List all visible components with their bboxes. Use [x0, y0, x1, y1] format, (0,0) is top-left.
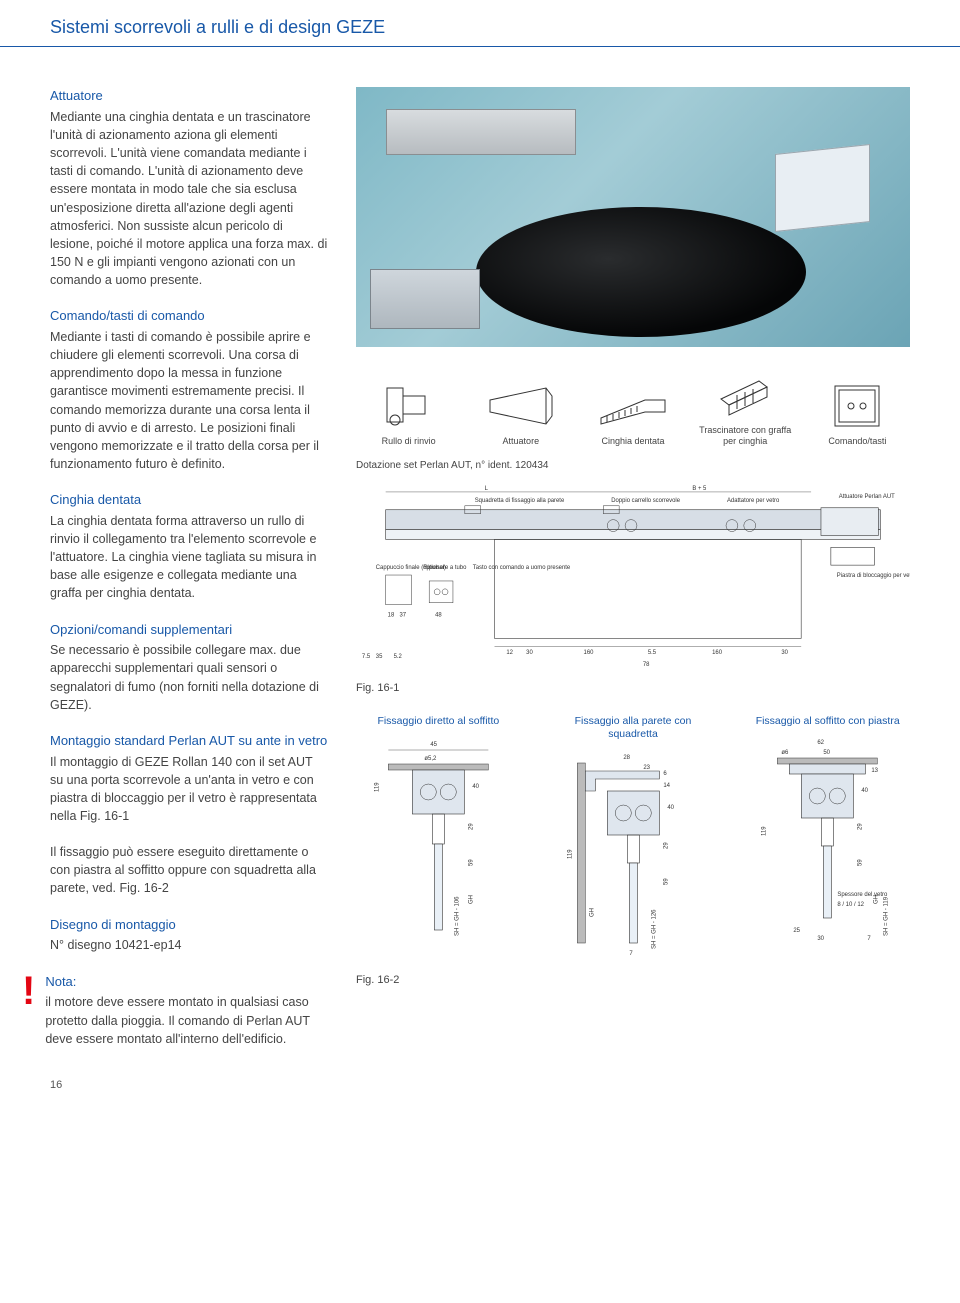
- svg-text:18: 18: [388, 613, 395, 619]
- component-icon-row: Rullo di rinvio Attuatore Cinghia d: [356, 371, 910, 447]
- svg-text:B + 5: B + 5: [692, 486, 707, 492]
- svg-text:SH = GH - 126: SH = GH - 126: [651, 909, 657, 949]
- svg-text:35: 35: [376, 654, 383, 660]
- svg-text:30: 30: [526, 650, 533, 656]
- svg-text:L: L: [485, 486, 489, 492]
- svg-text:30: 30: [781, 650, 788, 656]
- svg-text:13: 13: [872, 768, 879, 774]
- svg-text:7.5: 7.5: [362, 654, 371, 660]
- svg-text:29: 29: [858, 823, 864, 830]
- svg-text:28: 28: [623, 755, 630, 761]
- body-fissaggio: Il fissaggio può essere eseguito diretta…: [50, 843, 328, 897]
- page-title: Sistemi scorrevoli a rulli e di design G…: [0, 0, 960, 47]
- mount-wall-title: Fissaggio alla parete con squadretta: [551, 715, 716, 741]
- svg-text:30: 30: [818, 936, 825, 942]
- svg-text:14: 14: [663, 783, 670, 789]
- svg-text:59: 59: [663, 878, 669, 885]
- svg-text:119: 119: [567, 849, 573, 859]
- svg-text:40: 40: [862, 788, 869, 794]
- svg-text:59: 59: [858, 859, 864, 866]
- svg-text:50: 50: [824, 750, 831, 756]
- svg-text:160: 160: [584, 650, 595, 656]
- svg-text:5.2: 5.2: [394, 654, 402, 660]
- svg-text:ø5,2: ø5,2: [424, 756, 437, 762]
- body-montaggio: Il montaggio di GEZE Rollan 140 con il s…: [50, 753, 328, 826]
- parts-caption: Dotazione set Perlan AUT, n° ident. 1204…: [356, 459, 910, 474]
- icon-rullo: Rullo di rinvio: [356, 382, 461, 447]
- svg-text:29: 29: [468, 823, 474, 830]
- svg-text:6: 6: [663, 771, 667, 777]
- heading-nota: Nota:: [45, 973, 328, 992]
- right-column: Rullo di rinvio Attuatore Cinghia d: [356, 87, 910, 1066]
- svg-text:37: 37: [400, 613, 407, 619]
- svg-text:Adattatore per vetro: Adattatore per vetro: [727, 498, 780, 504]
- fig-16-2-caption: Fig. 16-2: [356, 973, 910, 989]
- fig-16-1-caption: Fig. 16-1: [356, 681, 910, 697]
- svg-text:ø6: ø6: [782, 750, 790, 756]
- svg-text:SH = GH - 106: SH = GH - 106: [454, 896, 460, 936]
- heading-comando: Comando/tasti di comando: [50, 307, 328, 326]
- svg-text:Doppio carrello scorrevole: Doppio carrello scorrevole: [611, 498, 680, 504]
- fig-16-2-row: Fissaggio diretto al soffitto 45 ø5,2: [356, 715, 910, 964]
- svg-text:8 / 10 / 12: 8 / 10 / 12: [838, 902, 865, 908]
- label-cinghia: Cinghia dentata: [580, 436, 685, 447]
- svg-text:48: 48: [435, 613, 442, 619]
- svg-text:45: 45: [430, 742, 437, 748]
- mount-ceiling-title: Fissaggio al soffitto con piastra: [745, 715, 910, 728]
- body-attuatore: Mediante una cinghia dentata e un trasci…: [50, 108, 328, 289]
- svg-text:5.5: 5.5: [648, 650, 657, 656]
- svg-text:119: 119: [374, 782, 380, 792]
- heading-attuatore: Attuatore: [50, 87, 328, 106]
- svg-text:62: 62: [818, 740, 825, 746]
- label-rullo: Rullo di rinvio: [356, 436, 461, 447]
- svg-text:40: 40: [472, 784, 479, 790]
- svg-text:SH = GH - 119: SH = GH - 119: [884, 897, 890, 937]
- fig-16-1-drawing: Squadretta di fissaggio alla parete Dopp…: [356, 483, 910, 673]
- product-photo: [356, 87, 910, 347]
- svg-text:78: 78: [643, 662, 650, 668]
- svg-text:Squadretta di fissaggio alla p: Squadretta di fissaggio alla parete: [475, 498, 565, 504]
- svg-text:25: 25: [794, 928, 801, 934]
- mount-direct: Fissaggio diretto al soffitto 45 ø5,2: [356, 715, 521, 964]
- svg-text:119: 119: [762, 826, 768, 836]
- icon-trascinatore: Trascinatore con graffa per cinghia: [693, 371, 798, 447]
- mount-wall: Fissaggio alla parete con squadretta 28 …: [551, 715, 716, 964]
- svg-text:Spessore del vetro: Spessore del vetro: [838, 892, 889, 898]
- svg-text:59: 59: [468, 859, 474, 866]
- icon-cinghia: Cinghia dentata: [580, 382, 685, 447]
- svg-text:GH: GH: [468, 895, 474, 904]
- mount-ceiling-plate: Fissaggio al soffitto con piastra 62 50 …: [745, 715, 910, 964]
- heading-montaggio: Montaggio standard Perlan AUT su ante in…: [50, 732, 328, 751]
- label-comandotasti: Comando/tasti: [805, 436, 910, 447]
- svg-text:29: 29: [663, 842, 669, 849]
- heading-disegno: Disegno di montaggio: [50, 916, 328, 935]
- body-disegno: N° disegno 10421-ep14: [50, 936, 328, 954]
- page-number: 16: [50, 1078, 62, 1094]
- svg-text:GH: GH: [589, 908, 595, 917]
- icon-comando: Comando/tasti: [805, 382, 910, 447]
- label-attuatore: Attuatore: [468, 436, 573, 447]
- svg-text:160: 160: [712, 650, 723, 656]
- svg-text:Ripulsore a tubo: Ripulsore a tubo: [423, 565, 467, 571]
- warning-icon: !: [22, 973, 35, 1009]
- left-column: Attuatore Mediante una cinghia dentata e…: [50, 87, 328, 1066]
- body-opzioni: Se necessario è possibile collegare max.…: [50, 641, 328, 714]
- svg-text:Tasto con comando a uomo prese: Tasto con comando a uomo presente: [473, 565, 571, 571]
- svg-text:Piastra di bloccaggio per vetr: Piastra di bloccaggio per vetro: [837, 573, 910, 579]
- heading-cinghia: Cinghia dentata: [50, 491, 328, 510]
- svg-text:23: 23: [643, 765, 650, 771]
- body-comando: Mediante i tasti di comando è possibile …: [50, 328, 328, 473]
- body-nota: il motore deve essere montato in qualsia…: [45, 993, 328, 1047]
- svg-text:7: 7: [629, 951, 633, 957]
- svg-text:7: 7: [868, 936, 872, 942]
- svg-text:12: 12: [506, 650, 513, 656]
- label-trascinatore: Trascinatore con graffa per cinghia: [693, 425, 798, 447]
- svg-text:40: 40: [667, 805, 674, 811]
- svg-text:Attuatore Perlan AUT: Attuatore Perlan AUT: [839, 494, 895, 500]
- body-cinghia: La cinghia dentata forma attraverso un r…: [50, 512, 328, 603]
- heading-opzioni: Opzioni/comandi supplementari: [50, 621, 328, 640]
- icon-attuatore: Attuatore: [468, 382, 573, 447]
- mount-direct-title: Fissaggio diretto al soffitto: [356, 715, 521, 728]
